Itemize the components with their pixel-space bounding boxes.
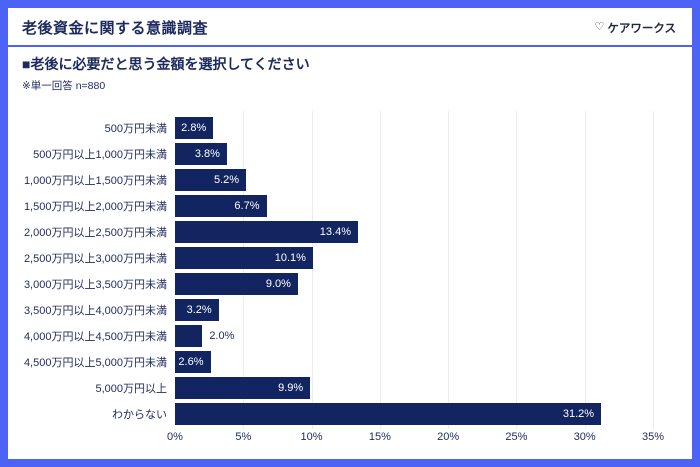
- chart-row: 2,000万円以上2,500万円未満 13.4%: [22, 219, 653, 245]
- category-label: わからない: [112, 409, 167, 421]
- value-label: 10.1%: [274, 252, 306, 264]
- chart-rows: 500万円未満 2.8% 500万円以上1,000万円未満 3.8% 1,000万円以上…: [22, 115, 653, 427]
- bar: [175, 273, 298, 295]
- bar-area: 9.9%: [175, 377, 653, 399]
- bar-area: 5.2%: [175, 169, 653, 191]
- chart-row: 500万円以上1,000万円未満 3.8%: [22, 141, 653, 167]
- bar: [175, 299, 219, 321]
- bar: [175, 143, 227, 165]
- chart-row: 3,000万円以上3,500万円未満 9.0%: [22, 271, 653, 297]
- question-title: ■老後に必要だと思う金額を選択してください: [22, 56, 310, 72]
- chart-row: 500万円未満 2.8%: [22, 115, 653, 141]
- bar: [175, 403, 602, 425]
- value-label: 3.2%: [186, 304, 212, 316]
- chart-row: 1,000万円以上1,500万円未満 5.2%: [22, 167, 653, 193]
- value-label: 2.6%: [178, 356, 204, 368]
- axis-tick-label: 10%: [300, 431, 323, 443]
- value-label: 2.0%: [209, 330, 235, 342]
- chart-row: 4,500万円以上5,000万円未満 2.6%: [22, 349, 653, 375]
- bar-area: 9.0%: [175, 273, 653, 295]
- bar-area: 3.8%: [175, 143, 653, 165]
- chart-row: わからない 31.2%: [22, 401, 653, 427]
- bar-area: 2.8%: [175, 117, 653, 139]
- axis-tick-label: 30%: [573, 431, 596, 443]
- axis-tick-label: 5%: [235, 431, 252, 443]
- value-label: 2.8%: [181, 122, 207, 134]
- bar: [175, 351, 211, 373]
- value-label: 5.2%: [213, 174, 240, 186]
- bar-area: 13.4%: [175, 221, 653, 243]
- bar: [175, 221, 358, 243]
- category-label: 4,500万円以上5,000万円未満: [23, 357, 167, 369]
- value-label: 13.4%: [319, 226, 351, 238]
- bar: [175, 247, 313, 269]
- bar-area: 2.6%: [175, 351, 653, 373]
- category-label: 3,500万円以上4,000万円未満: [23, 305, 167, 317]
- chart-row: 3,500万円以上4,000万円未満 3.2%: [22, 297, 653, 323]
- category-label: 1,000万円以上1,500万円未満: [23, 175, 167, 187]
- header-divider: [8, 45, 692, 47]
- value-label: 6.7%: [234, 200, 260, 212]
- bar-area: 10.1%: [175, 247, 653, 269]
- bar: [175, 195, 267, 217]
- bar-area: 31.2%: [175, 403, 653, 425]
- axis-tick-label: 35%: [641, 431, 665, 443]
- axis-tick-label: 25%: [505, 431, 528, 443]
- category-label: 2,500万円以上3,000万円未満: [23, 253, 167, 265]
- bar-chart: 500万円未満 2.8% 500万円以上1,000万円未満 3.8% 1,000万円以上…: [22, 111, 664, 449]
- bar: [175, 169, 247, 191]
- category-label: 500万円以上1,000万円未満: [33, 149, 167, 161]
- brand-logo: ♡ ケアワークス: [594, 20, 676, 36]
- heart-icon: ♡: [594, 21, 605, 33]
- header: 老後資金に関する意識調査 ♡ ケアワークス: [8, 8, 692, 45]
- bar: [175, 117, 214, 139]
- bar-area: 2.0%: [175, 325, 653, 347]
- sample-note: ※単一回答 n=880: [22, 80, 106, 92]
- page-title: 老後資金に関する意識調査: [22, 20, 209, 37]
- survey-card: 老後資金に関する意識調査 ♡ ケアワークス ■老後に必要だと思う金額を選択してく…: [8, 8, 692, 459]
- chart-row: 4,000万円以上4,500万円未満 2.0%: [22, 323, 653, 349]
- category-label: 2,000万円以上2,500万円未満: [23, 227, 167, 239]
- brand-name: ケアワークス: [607, 22, 676, 35]
- chart-row: 2,500万円以上3,000万円未満 10.1%: [22, 245, 653, 271]
- bar: [175, 325, 203, 347]
- value-label: 31.2%: [562, 408, 595, 420]
- axis-tick-label: 0%: [167, 431, 183, 443]
- chart-row: 1,500万円以上2,000万円未満 6.7%: [22, 193, 653, 219]
- bar: [175, 377, 311, 399]
- x-axis: 0% 5% 10% 15% 20% 25% 30% 35%: [167, 427, 664, 449]
- value-label: 9.0%: [265, 278, 291, 290]
- chart-row: 5,000万円以上 9.9%: [22, 375, 653, 401]
- category-label: 5,000万円以上: [95, 383, 167, 395]
- axis-tick-label: 20%: [437, 431, 460, 443]
- axis-tick-label: 15%: [368, 431, 391, 443]
- category-label: 1,500万円以上2,000万円未満: [23, 201, 167, 213]
- value-label: 9.9%: [278, 382, 304, 394]
- category-label: 500万円未満: [104, 123, 167, 135]
- value-label: 3.8%: [194, 148, 220, 160]
- bar-area: 6.7%: [175, 195, 653, 217]
- category-label: 4,000万円以上4,500万円未満: [23, 331, 167, 343]
- bar-area: 3.2%: [175, 299, 653, 321]
- gridline: [653, 111, 654, 429]
- category-label: 3,000万円以上3,500万円未満: [23, 279, 167, 291]
